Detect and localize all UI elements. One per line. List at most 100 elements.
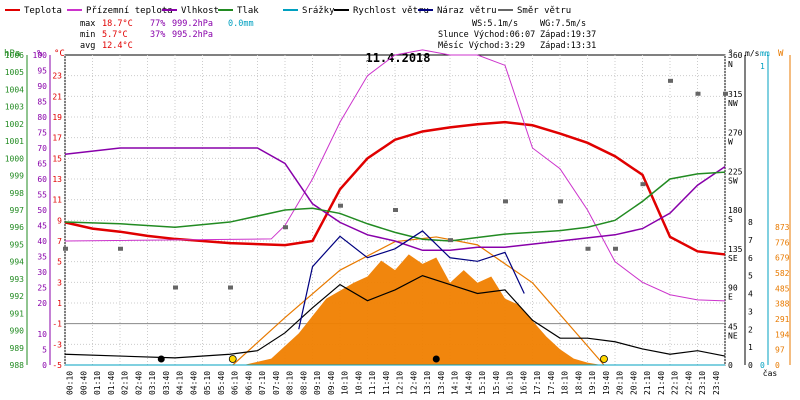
degc-tick-label: 13 bbox=[52, 175, 62, 184]
x-tick-label: 04:40 bbox=[189, 371, 198, 395]
stat-max-label: max bbox=[80, 19, 95, 29]
degc-tick-label: 3 bbox=[57, 278, 62, 287]
x-tick-label: 00:40 bbox=[79, 371, 88, 395]
w-tick-label: 776 bbox=[775, 238, 790, 247]
wind-direction-point bbox=[228, 285, 233, 290]
dir-tick-label: 225 bbox=[728, 167, 743, 176]
solar-radiation-area bbox=[243, 254, 602, 365]
x-tick-label: 22:40 bbox=[684, 371, 693, 395]
hpa-tick-label: 1004 bbox=[5, 85, 24, 94]
pct-tick-label: 75 bbox=[37, 129, 47, 138]
degc-tick-label: 11 bbox=[52, 196, 62, 205]
stat-avg-temp: 12.4°C bbox=[102, 41, 133, 51]
w-tick-label: 97 bbox=[775, 346, 785, 355]
x-tick-label: 19:10 bbox=[588, 371, 597, 395]
ms-tick-label: 0 bbox=[748, 361, 753, 370]
pct-tick-label: 60 bbox=[37, 175, 47, 184]
x-tick-label: 11:40 bbox=[382, 371, 391, 395]
wind-direction-point bbox=[173, 285, 178, 290]
pct-tick-label: 0 bbox=[42, 361, 47, 370]
wind-direction-point bbox=[585, 246, 591, 251]
dir-tick-compass: NW bbox=[728, 99, 738, 108]
x-tick-label: 02:10 bbox=[121, 371, 130, 395]
dir-tick-compass: S bbox=[728, 215, 733, 224]
w-tick-label: 388 bbox=[775, 300, 790, 309]
hpa-tick-label: 995 bbox=[10, 240, 25, 249]
series-line-tlak bbox=[64, 171, 726, 242]
moonset: Západ:13:31 bbox=[540, 41, 596, 51]
hpa-tick-label: 994 bbox=[10, 258, 25, 267]
pct-tick-label: 35 bbox=[37, 253, 47, 262]
dir-tick-label: 315 bbox=[728, 90, 743, 99]
hpa-tick-label: 1005 bbox=[5, 68, 24, 77]
pct-tick-label: 55 bbox=[37, 191, 47, 200]
series-line-teplota bbox=[64, 120, 726, 256]
pct-tick-label: 100 bbox=[33, 51, 48, 60]
stat-min-label: min bbox=[80, 30, 95, 40]
x-tick-label: 08:10 bbox=[286, 371, 295, 395]
wind-direction-point bbox=[393, 208, 398, 212]
hpa-tick-label: 997 bbox=[10, 206, 25, 215]
x-tick-label: 15:10 bbox=[478, 371, 487, 395]
dir-tick-label: 0 bbox=[728, 361, 733, 370]
w-tick-label: 582 bbox=[775, 269, 790, 278]
w-tick-label: 291 bbox=[775, 315, 790, 324]
x-tick-label: 23:40 bbox=[712, 371, 721, 395]
stat-rain: 0.0mm bbox=[228, 19, 254, 29]
hpa-tick-label: 988 bbox=[10, 361, 25, 370]
wind-direction-point bbox=[283, 225, 288, 230]
x-tick-label: 07:40 bbox=[272, 371, 281, 395]
x-tick-label: 12:40 bbox=[409, 371, 418, 395]
x-tick-label: 18:40 bbox=[574, 371, 583, 395]
x-tick-label: 14:40 bbox=[464, 371, 473, 395]
sun-marker bbox=[228, 355, 237, 363]
dir-tick-label: 90 bbox=[728, 284, 738, 293]
moon-marker bbox=[157, 355, 165, 363]
ms-tick-label: 3 bbox=[748, 307, 753, 316]
w-tick-label: 0 bbox=[775, 361, 780, 370]
pct-tick-label: 70 bbox=[37, 144, 47, 153]
stats-panel: max 18.7°C 77% 999.2hPa 0.0mm min 5.7°C … bbox=[80, 19, 254, 51]
x-tick-label: 11:10 bbox=[368, 371, 377, 395]
legend-label-smer: Směr větru bbox=[517, 6, 571, 16]
pct-tick-label: 20 bbox=[37, 299, 47, 308]
hpa-tick-label: 999 bbox=[10, 172, 25, 181]
x-tick-label: 17:10 bbox=[533, 371, 542, 395]
stat-min-humidity: 37% bbox=[150, 30, 165, 40]
stat-max-temp: 18.7°C bbox=[102, 19, 133, 29]
x-tick-label: 01:40 bbox=[107, 371, 116, 395]
stat-max-humidity: 77% bbox=[150, 19, 165, 29]
x-tick-label: 09:10 bbox=[313, 371, 322, 395]
dir-tick-label: 45 bbox=[728, 322, 738, 331]
x-tick-label: 15:40 bbox=[492, 371, 501, 395]
mm-tick-label: 0 bbox=[760, 361, 765, 370]
x-tick-label: 03:10 bbox=[148, 371, 157, 395]
x-tick-label: 19:40 bbox=[602, 371, 611, 395]
pct-tick-label: 45 bbox=[37, 222, 47, 231]
degc-tick-label: 9 bbox=[57, 216, 62, 225]
chart-title: 11.4.2018 bbox=[365, 51, 430, 65]
x-tick-label: 20:10 bbox=[616, 371, 625, 395]
degc-tick-label: 17 bbox=[52, 134, 62, 143]
x-tick-label: 00:10 bbox=[66, 371, 75, 395]
wind-direction-point bbox=[448, 238, 453, 243]
degc-tick-label: -5 bbox=[52, 361, 62, 370]
wind-direction-point bbox=[695, 91, 701, 96]
dir-tick-compass: SW bbox=[728, 176, 738, 185]
degc-tick-label: 5 bbox=[57, 258, 62, 267]
x-tick-label: 05:10 bbox=[203, 371, 212, 395]
pct-tick-label: 10 bbox=[37, 330, 47, 339]
x-tick-label: 07:10 bbox=[258, 371, 267, 395]
hpa-tick-label: 1002 bbox=[5, 120, 24, 129]
degc-tick-label: 7 bbox=[57, 237, 62, 246]
x-tick-label: 13:10 bbox=[423, 371, 432, 395]
x-axis-ticks: 00:10 00:40 01:10 01:40 02:10 02:40 03:10 03:40… bbox=[66, 371, 721, 395]
legend-label-prizemni: Přízemní teplota bbox=[86, 6, 173, 16]
ms-tick-label: 6 bbox=[748, 254, 753, 263]
sun-marker bbox=[600, 355, 608, 363]
wind-direction-point bbox=[338, 203, 343, 208]
hpa-tick-label: 990 bbox=[10, 327, 25, 336]
pct-tick-label: 30 bbox=[37, 268, 47, 277]
solar-theoretical-line bbox=[232, 236, 605, 366]
